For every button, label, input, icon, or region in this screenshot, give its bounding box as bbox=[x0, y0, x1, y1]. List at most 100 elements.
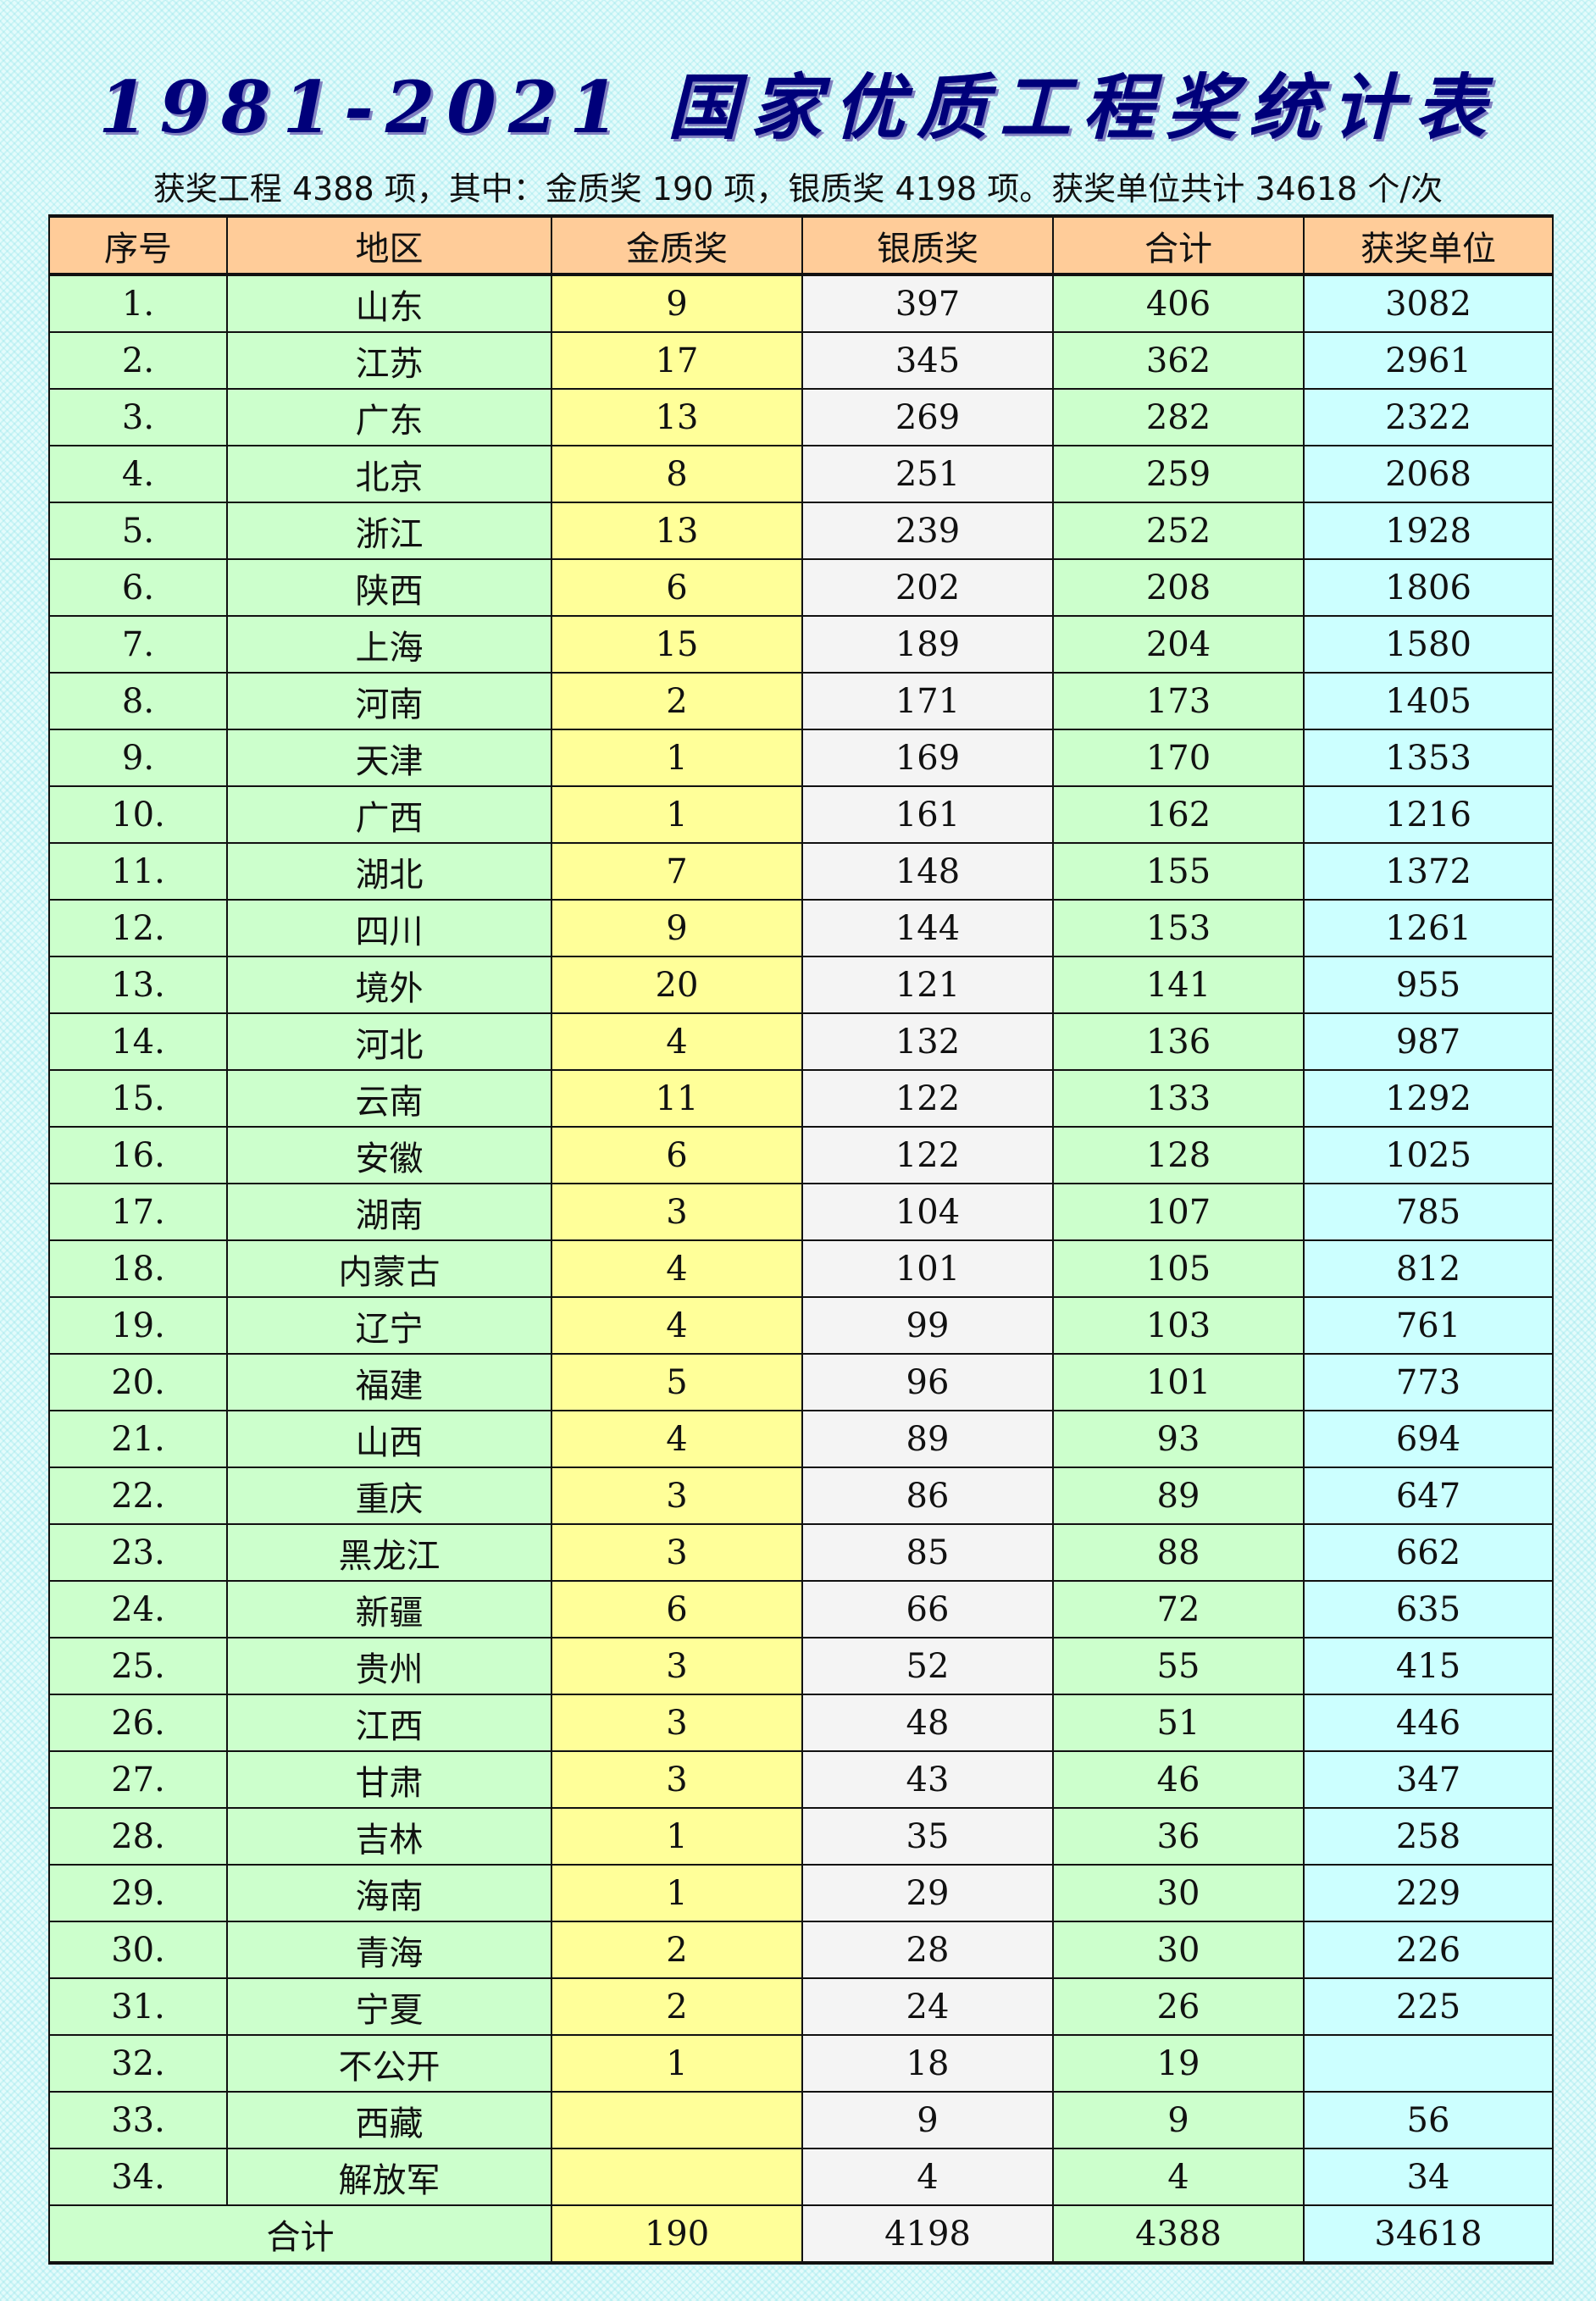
cell-gold: 7 bbox=[551, 842, 803, 901]
cell-sum: 282 bbox=[1052, 388, 1305, 446]
cell-units: 225 bbox=[1303, 1977, 1554, 2036]
table-row: 19. 辽宁 4 99 103 761 bbox=[48, 1296, 1554, 1355]
cell-gold: 4 bbox=[551, 1410, 803, 1468]
table-row: 7. 上海 15 189 204 1580 bbox=[48, 615, 1554, 674]
cell-sum: 30 bbox=[1052, 1921, 1305, 1979]
cell-index: 30. bbox=[48, 1921, 228, 1979]
cell-index: 25. bbox=[48, 1637, 228, 1695]
total-sum: 4388 bbox=[1052, 2204, 1305, 2265]
cell-gold: 2 bbox=[551, 1977, 803, 2036]
cell-sum: 4 bbox=[1052, 2148, 1305, 2206]
cell-silver: 171 bbox=[801, 672, 1054, 730]
table-row: 18. 内蒙古 4 101 105 812 bbox=[48, 1239, 1554, 1298]
cell-units: 226 bbox=[1303, 1921, 1554, 1979]
cell-region: 四川 bbox=[226, 899, 552, 957]
cell-region: 贵州 bbox=[226, 1637, 552, 1695]
total-row: 合计 190 4198 4388 34618 bbox=[48, 2204, 1554, 2265]
cell-region: 广东 bbox=[226, 388, 552, 446]
table-row: 11. 湖北 7 148 155 1372 bbox=[48, 842, 1554, 901]
cell-silver: 18 bbox=[801, 2034, 1054, 2093]
cell-sum: 36 bbox=[1052, 1807, 1305, 1866]
cell-gold: 3 bbox=[551, 1183, 803, 1241]
cell-index: 31. bbox=[48, 1977, 228, 2036]
cell-region: 福建 bbox=[226, 1353, 552, 1411]
cell-region: 云南 bbox=[226, 1069, 552, 1128]
cell-index: 7. bbox=[48, 615, 228, 674]
table-row: 17. 湖南 3 104 107 785 bbox=[48, 1183, 1554, 1241]
cell-sum: 107 bbox=[1052, 1183, 1305, 1241]
cell-region: 不公开 bbox=[226, 2034, 552, 2093]
table-row: 28. 吉林 1 35 36 258 bbox=[48, 1807, 1554, 1866]
table-row: 9. 天津 1 169 170 1353 bbox=[48, 729, 1554, 787]
cell-region: 甘肃 bbox=[226, 1750, 552, 1809]
cell-units: 1405 bbox=[1303, 672, 1554, 730]
cell-silver: 345 bbox=[801, 331, 1054, 390]
table-row: 21. 山西 4 89 93 694 bbox=[48, 1410, 1554, 1468]
cell-gold: 6 bbox=[551, 1580, 803, 1638]
cell-region: 西藏 bbox=[226, 2091, 552, 2149]
cell-region: 上海 bbox=[226, 615, 552, 674]
cell-silver: 29 bbox=[801, 1864, 1054, 1922]
cell-units: 258 bbox=[1303, 1807, 1554, 1866]
header-gold: 金质奖 bbox=[551, 214, 803, 276]
cell-sum: 72 bbox=[1052, 1580, 1305, 1638]
table-row: 27. 甘肃 3 43 46 347 bbox=[48, 1750, 1554, 1809]
cell-gold: 8 bbox=[551, 445, 803, 503]
cell-gold: 3 bbox=[551, 1694, 803, 1752]
cell-index: 32. bbox=[48, 2034, 228, 2093]
cell-index: 26. bbox=[48, 1694, 228, 1752]
header-index: 序号 bbox=[48, 214, 228, 276]
cell-gold: 6 bbox=[551, 558, 803, 617]
table-row: 4. 北京 8 251 259 2068 bbox=[48, 445, 1554, 503]
cell-gold: 13 bbox=[551, 388, 803, 446]
cell-sum: 103 bbox=[1052, 1296, 1305, 1355]
cell-gold: 1 bbox=[551, 729, 803, 787]
cell-region: 海南 bbox=[226, 1864, 552, 1922]
cell-units: 955 bbox=[1303, 956, 1554, 1014]
cell-index: 21. bbox=[48, 1410, 228, 1468]
cell-silver: 132 bbox=[801, 1012, 1054, 1071]
cell-units: 415 bbox=[1303, 1637, 1554, 1695]
cell-gold: 4 bbox=[551, 1296, 803, 1355]
cell-silver: 9 bbox=[801, 2091, 1054, 2149]
cell-sum: 9 bbox=[1052, 2091, 1305, 2149]
cell-gold: 1 bbox=[551, 1807, 803, 1866]
cell-units: 1292 bbox=[1303, 1069, 1554, 1128]
cell-sum: 51 bbox=[1052, 1694, 1305, 1752]
cell-gold: 3 bbox=[551, 1750, 803, 1809]
cell-region: 湖南 bbox=[226, 1183, 552, 1241]
cell-units: 785 bbox=[1303, 1183, 1554, 1241]
table-row: 33. 西藏 9 9 56 bbox=[48, 2091, 1554, 2149]
table-row: 6. 陕西 6 202 208 1806 bbox=[48, 558, 1554, 617]
cell-sum: 46 bbox=[1052, 1750, 1305, 1809]
cell-region: 北京 bbox=[226, 445, 552, 503]
cell-sum: 259 bbox=[1052, 445, 1305, 503]
cell-units bbox=[1303, 2034, 1554, 2093]
cell-index: 19. bbox=[48, 1296, 228, 1355]
cell-silver: 239 bbox=[801, 502, 1054, 560]
cell-silver: 52 bbox=[801, 1637, 1054, 1695]
cell-index: 15. bbox=[48, 1069, 228, 1128]
cell-index: 6. bbox=[48, 558, 228, 617]
cell-gold: 1 bbox=[551, 2034, 803, 2093]
cell-silver: 251 bbox=[801, 445, 1054, 503]
cell-units: 2322 bbox=[1303, 388, 1554, 446]
total-silver: 4198 bbox=[801, 2204, 1054, 2265]
cell-region: 山西 bbox=[226, 1410, 552, 1468]
cell-units: 812 bbox=[1303, 1239, 1554, 1298]
cell-gold: 9 bbox=[551, 274, 803, 333]
cell-index: 2. bbox=[48, 331, 228, 390]
table-row: 2. 江苏 17 345 362 2961 bbox=[48, 331, 1554, 390]
cell-index: 34. bbox=[48, 2148, 228, 2206]
cell-gold: 5 bbox=[551, 1353, 803, 1411]
cell-gold: 6 bbox=[551, 1126, 803, 1184]
total-label: 合计 bbox=[48, 2204, 552, 2265]
cell-gold: 4 bbox=[551, 1239, 803, 1298]
cell-silver: 104 bbox=[801, 1183, 1054, 1241]
table-row: 10. 广西 1 161 162 1216 bbox=[48, 785, 1554, 844]
cell-units: 647 bbox=[1303, 1467, 1554, 1525]
cell-silver: 202 bbox=[801, 558, 1054, 617]
table-row: 22. 重庆 3 86 89 647 bbox=[48, 1467, 1554, 1525]
cell-gold: 3 bbox=[551, 1523, 803, 1582]
cell-gold: 9 bbox=[551, 899, 803, 957]
